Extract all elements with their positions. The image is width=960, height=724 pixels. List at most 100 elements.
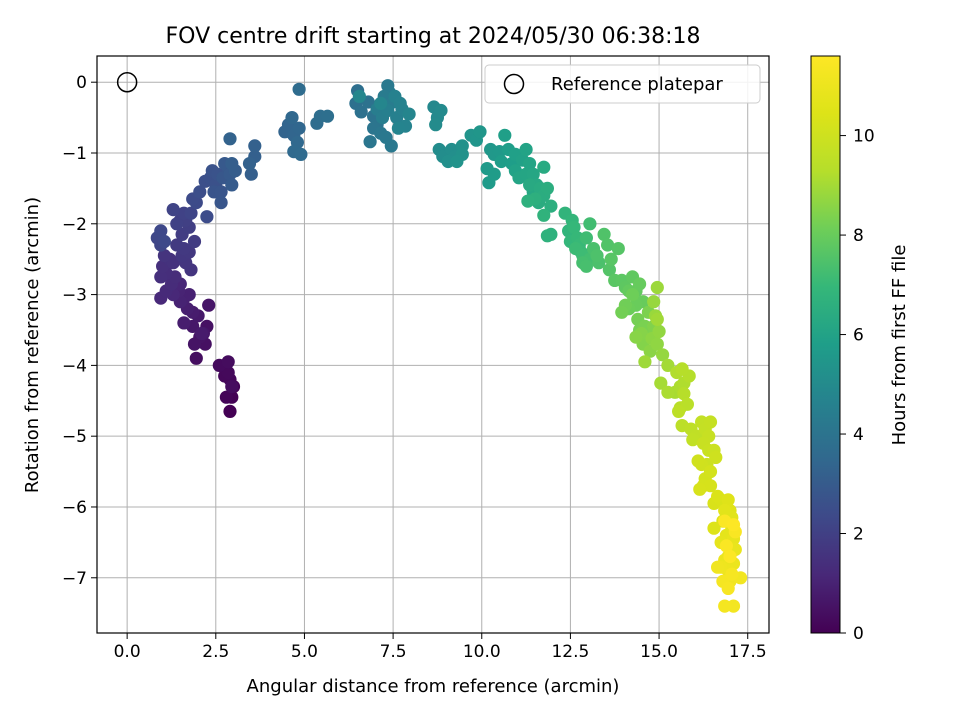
x-axis-ticks: 0.0 2.5 5.0 7.5 10.0 12.5 15.0 17.5	[114, 633, 767, 662]
data-point	[707, 521, 721, 535]
data-point	[718, 599, 732, 613]
data-point	[709, 450, 723, 464]
colorbar-tick-label: 10	[853, 127, 875, 147]
reference-platepar-marker	[116, 71, 138, 93]
data-point	[434, 103, 448, 118]
data-point	[498, 128, 512, 142]
data-point	[354, 105, 368, 119]
data-point	[686, 433, 700, 447]
data-point	[675, 362, 689, 376]
data-point	[187, 234, 202, 249]
data-point	[202, 298, 216, 312]
data-point	[225, 380, 239, 394]
x-axis-label: Angular distance from reference (arcmin)	[247, 676, 620, 697]
data-point	[601, 238, 615, 252]
data-point	[652, 324, 666, 338]
data-point	[656, 348, 670, 362]
y-tick-label: −2	[62, 215, 87, 235]
colorbar-tick-label: 2	[853, 525, 864, 545]
data-point	[292, 82, 306, 96]
data-point	[672, 404, 686, 418]
data-point	[294, 147, 308, 161]
colorbar-tick-label: 6	[853, 326, 864, 346]
data-point	[650, 280, 664, 295]
data-point	[352, 89, 366, 103]
data-point	[221, 365, 235, 380]
data-point	[677, 387, 691, 401]
x-tick-label: 2.5	[202, 642, 229, 662]
data-point	[661, 385, 675, 399]
y-axis-ticks: 0 −1 −2 −3 −4 −5 −6 −7	[62, 73, 97, 589]
data-point	[223, 132, 237, 146]
data-point	[225, 157, 239, 171]
data-point	[703, 479, 718, 493]
data-point	[402, 107, 416, 121]
grid-lines	[97, 56, 769, 633]
data-point	[195, 326, 209, 341]
data-point	[540, 181, 555, 195]
x-tick-label: 7.5	[380, 642, 407, 662]
data-point	[523, 157, 537, 171]
data-point	[384, 139, 398, 153]
data-point	[450, 154, 464, 169]
data-point	[244, 167, 258, 181]
data-point	[248, 139, 262, 153]
data-point	[177, 316, 191, 330]
y-tick-label: −4	[62, 356, 87, 376]
data-point	[187, 337, 202, 351]
data-point	[391, 121, 405, 135]
chart-title: FOV centre drift starting at 2024/05/30 …	[166, 24, 701, 49]
data-point	[579, 259, 594, 273]
data-point	[473, 125, 487, 139]
data-point	[487, 167, 501, 181]
y-tick-label: −3	[62, 286, 87, 306]
legend-label: Reference platepar	[551, 74, 723, 95]
data-point	[691, 454, 705, 468]
data-point	[200, 210, 214, 224]
data-point	[193, 185, 207, 199]
data-point	[711, 560, 725, 574]
data-point	[590, 249, 604, 263]
y-axis-label: Rotation from reference (arcmin)	[22, 197, 43, 493]
x-tick-label: 0.0	[114, 642, 141, 662]
data-point	[650, 337, 664, 351]
colorbar-tick-label: 0	[853, 624, 864, 644]
x-tick-label: 5.0	[291, 642, 318, 662]
data-point	[544, 199, 558, 213]
data-point	[285, 111, 299, 125]
data-point	[242, 157, 257, 171]
data-point	[650, 312, 664, 326]
data-point	[154, 224, 168, 238]
data-point	[363, 135, 377, 149]
data-point	[521, 194, 535, 208]
data-point	[221, 355, 235, 369]
data-point	[703, 415, 718, 429]
data-point	[718, 503, 732, 518]
data-point	[154, 270, 168, 284]
data-point	[429, 118, 443, 132]
data-point	[374, 96, 388, 110]
data-point	[703, 465, 718, 479]
x-tick-label: 10.0	[463, 642, 501, 662]
data-point	[393, 96, 407, 110]
data-point	[182, 288, 196, 302]
legend-reference-marker	[503, 73, 525, 95]
data-point	[292, 121, 306, 135]
data-point	[693, 482, 707, 496]
data-point	[223, 404, 237, 418]
x-tick-label: 17.5	[729, 642, 767, 662]
x-tick-label: 15.0	[640, 642, 678, 662]
plot-frame	[96, 55, 770, 634]
y-tick-label: −1	[62, 144, 87, 164]
y-tick-label: −6	[62, 498, 87, 518]
data-point	[647, 295, 661, 309]
x-tick-label: 12.5	[551, 642, 589, 662]
data-point	[611, 242, 625, 256]
data-point	[526, 167, 540, 181]
data-point	[661, 358, 675, 372]
data-point	[184, 206, 198, 220]
data-point	[523, 178, 537, 192]
data-point	[540, 229, 555, 243]
data-point	[537, 160, 551, 174]
